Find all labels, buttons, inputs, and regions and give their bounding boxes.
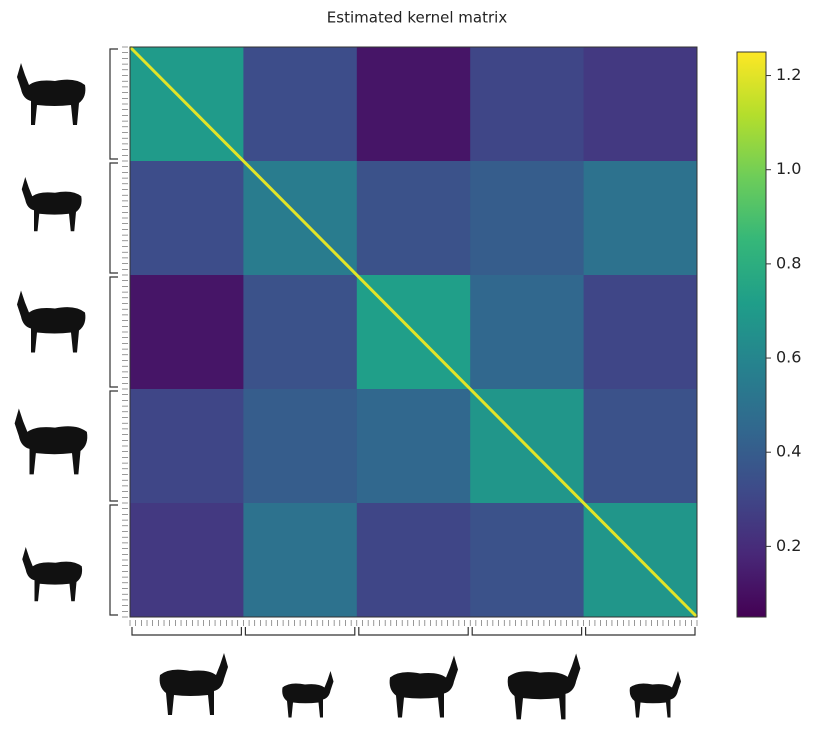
col-bracket xyxy=(132,627,241,635)
heat-cell xyxy=(357,503,471,618)
heat-cell xyxy=(357,389,471,504)
left-icons xyxy=(15,63,88,601)
heat-cell xyxy=(130,275,244,390)
heat-cell xyxy=(470,161,584,276)
heat-cell xyxy=(243,389,357,504)
chart-title: Estimated kernel matrix xyxy=(327,9,508,27)
heat-cell xyxy=(243,503,357,618)
heat-cell xyxy=(243,47,357,162)
row-bracket xyxy=(110,277,118,387)
colorbar xyxy=(737,52,766,617)
heat-cell xyxy=(243,275,357,390)
row-bracket xyxy=(110,49,118,159)
colorbar-tick-label: 0.4 xyxy=(776,442,801,461)
heat-cell xyxy=(130,389,244,504)
col-bracket xyxy=(472,627,581,635)
heat-cell xyxy=(470,47,584,162)
colorbar-tick-label: 0.8 xyxy=(776,253,801,272)
page: {"chart_data": {"type": "heatmap", "titl… xyxy=(0,0,815,737)
heat-cell xyxy=(584,161,698,276)
heat-cell xyxy=(357,47,471,162)
colorbar-tick-label: 0.2 xyxy=(776,536,801,555)
bottom-icons xyxy=(160,653,681,719)
heat-cell xyxy=(584,275,698,390)
colorbar-tick-label: 1.2 xyxy=(776,65,801,84)
row-bracket xyxy=(110,163,118,273)
chart: Estimated kernel matrix 0.2 0.4 0.6 0.8 1.0 1… xyxy=(0,0,815,733)
heat-cell xyxy=(130,503,244,618)
heat-cell xyxy=(584,47,698,162)
col-bracket xyxy=(359,627,468,635)
heat-cell xyxy=(470,275,584,390)
heat-cell xyxy=(357,161,471,276)
heat-cell xyxy=(470,503,584,618)
colorbar-tick-label: 0.6 xyxy=(776,348,801,367)
col-bracket xyxy=(586,627,695,635)
colorbar-tick-label: 1.0 xyxy=(776,159,801,178)
row-bracket xyxy=(110,505,118,615)
heat-cell xyxy=(584,389,698,504)
col-bracket xyxy=(245,627,354,635)
row-bracket xyxy=(110,391,118,501)
heat-cell xyxy=(130,161,244,276)
